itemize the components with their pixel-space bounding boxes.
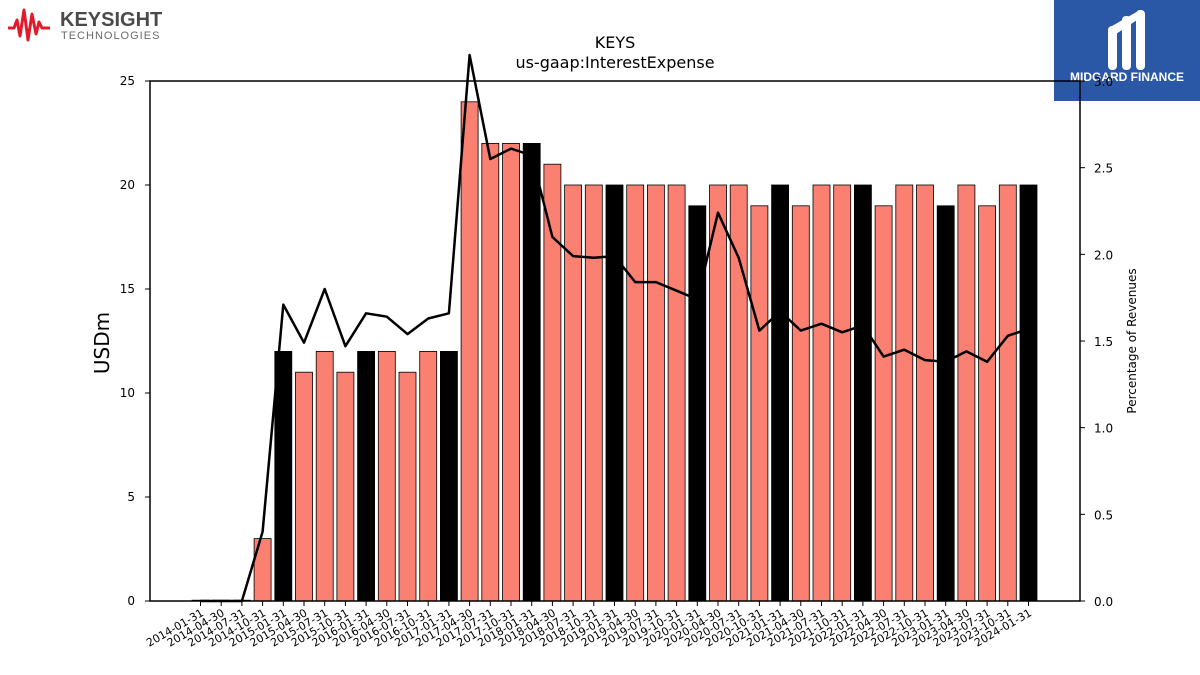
bar-2023-01-31 [936,205,955,602]
bar-2021-01-31 [771,184,789,602]
bar-2018-07-31 [564,184,582,602]
right-axis-ticks: 0.0 0.5 1.0 1.5 2.0 2.5 3.0 [1080,75,1113,609]
bar-2016-07-31 [398,371,417,602]
bar-2015-01-31 [274,350,293,602]
y2-tick-label: 1.0 [1094,422,1113,436]
bar-2018-04-30 [543,163,562,602]
bar-2022-07-31 [895,184,914,602]
bar-2016-01-31 [357,350,376,602]
y2-axis-label: Percentage of Revenues [1125,268,1139,413]
bar-2015-04-30 [295,371,313,602]
bar-2015-07-31 [315,350,334,602]
y-tick-label: 10 [120,386,135,400]
bar-2018-10-31 [584,184,603,602]
y-tick-label: 25 [120,74,135,88]
midgard-logo: MIDGARD FINANCE [1054,0,1200,101]
y-tick-label: 20 [120,178,135,192]
chart-subtitle: us-gaap:InterestExpense [515,53,714,72]
y2-tick-label: 0.0 [1094,595,1113,609]
bar-2019-04-30 [626,184,645,602]
plot-frame [149,80,1081,602]
bar-2020-01-31 [688,205,707,602]
keysight-wave-icon [8,8,50,42]
y2-tick-label: 0.5 [1094,508,1113,522]
bar-2018-01-31 [522,142,541,602]
y-tick-label: 5 [127,490,135,504]
bar-2023-10-31 [998,184,1017,602]
bar-2019-10-31 [667,184,686,602]
bar-2021-10-31 [833,184,852,602]
bar-2024-01-31 [1019,184,1038,602]
bar-2023-07-31 [978,205,996,602]
midgard-mark-icon [1108,10,1145,70]
x-axis-ticks: 2014-01-312014-04-302014-07-312014-10-31… [144,601,1034,650]
bar-2017-10-31 [502,142,520,602]
bar-2017-07-31 [481,142,500,602]
bar-2019-07-31 [647,184,665,602]
keysight-logo: KEYSIGHT TECHNOLOGIES [6,4,176,44]
bar-2023-04-30 [957,184,976,602]
bar-series [191,101,1038,602]
y2-tick-label: 2.5 [1094,162,1113,176]
bar-2021-04-30 [791,205,810,602]
bar-2016-04-30 [377,350,396,602]
y-tick-label: 0 [127,594,135,608]
left-axis-ticks: 0 5 10 15 20 25 [120,74,150,608]
bar-2017-01-31 [439,350,458,602]
bar-2015-10-31 [336,371,355,602]
bar-2016-10-31 [419,350,438,602]
y2-tick-label: 1.5 [1094,335,1113,349]
y2-tick-label: 3.0 [1094,75,1113,89]
bar-2020-04-30 [709,184,727,602]
bar-2022-10-31 [916,184,934,602]
y-axis-label: USDm [90,312,114,374]
bar-2021-07-31 [812,184,831,602]
keysight-name: KEYSIGHT [60,9,162,31]
chart-title: KEYS [595,33,636,52]
bar-2020-10-31 [750,205,769,602]
revenue-ratio-line [200,53,1029,603]
keysight-sub: TECHNOLOGIES [61,30,160,42]
y-tick-label: 15 [120,282,135,296]
y2-tick-label: 2.0 [1094,248,1113,262]
bar-2017-04-30 [460,101,479,602]
bar-2022-01-31 [854,184,872,602]
bar-2019-01-31 [605,184,624,602]
bar-2022-04-30 [874,205,893,602]
midgard-name: MIDGARD FINANCE [1070,70,1184,84]
